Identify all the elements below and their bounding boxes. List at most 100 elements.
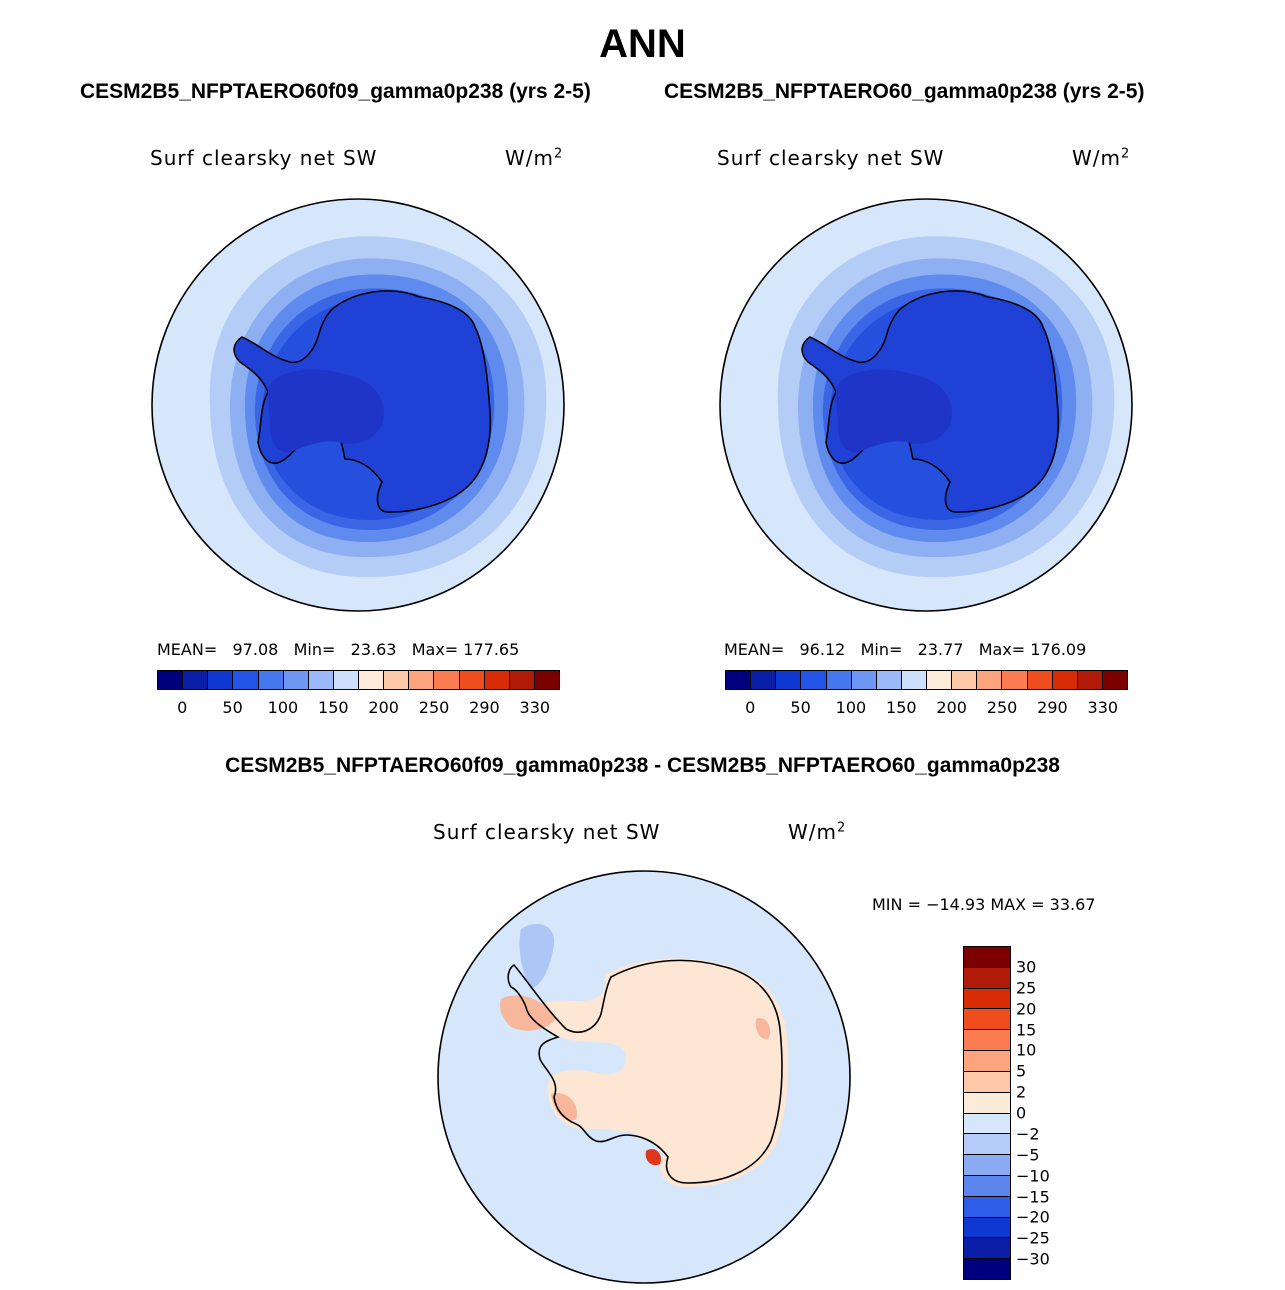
weddell-sea	[267, 369, 384, 453]
right-stats: MEAN= 96.12 Min= 23.77 Max= 176.09	[724, 640, 1087, 659]
colorbar-tick-label: 330	[519, 698, 551, 717]
colorbar-tick-label: 250	[418, 698, 450, 717]
diff-colorbar-segment	[964, 1071, 1010, 1093]
diff-colorbar-segment	[964, 1113, 1010, 1135]
colorbar-tick-label: 100	[267, 698, 299, 717]
diff-colorbar-label: 10	[1016, 1040, 1037, 1060]
land-anomaly	[539, 958, 789, 1187]
colorbar-tick-label: 0	[177, 698, 188, 717]
colorbar-segment	[258, 671, 284, 689]
diff-colorbar-labels: 30 25 20 15 10 5 2 0 −2 −5 −10 −15 −20 −25 −30	[1016, 946, 1076, 1280]
colorbar-tick-label: 150	[886, 698, 917, 717]
diff-colorbar-label: −2	[1016, 1124, 1040, 1144]
diff-variable-label: Surf clearsky net SW	[433, 820, 661, 844]
colorbar-segment	[952, 671, 978, 689]
colorbar-segment	[851, 671, 877, 689]
colorbar-segment	[1102, 671, 1127, 689]
colorbar-segment	[333, 671, 359, 689]
antarctica-coastline	[507, 959, 783, 1184]
colorbar-segment	[726, 671, 752, 689]
diff-colorbar-label: −5	[1016, 1145, 1040, 1165]
left-colorbar	[157, 670, 560, 690]
colorbar-segment	[434, 671, 460, 689]
hot-anomaly	[645, 1148, 661, 1166]
diff-colorbar-segment	[964, 1259, 1010, 1279]
right-polar-map	[719, 198, 1133, 612]
diff-colorbar-label: 15	[1016, 1020, 1037, 1039]
colorbar-segment	[183, 671, 209, 689]
diff-colorbar-segment	[964, 1217, 1010, 1239]
weddell-sea	[835, 369, 952, 453]
colorbar-segment	[459, 671, 485, 689]
colorbar-segment	[977, 671, 1003, 689]
diff-colorbar-segment	[964, 1175, 1010, 1197]
colorbar-segment	[801, 671, 827, 689]
colorbar-segment	[283, 671, 309, 689]
diff-colorbar-segment	[964, 1030, 1010, 1052]
colorbar-tick-label: 290	[1037, 698, 1068, 717]
colorbar-tick-label: 50	[790, 698, 811, 717]
diff-colorbar-label: −15	[1016, 1187, 1050, 1206]
diff-colorbar	[963, 946, 1011, 1280]
warm-anomaly-3	[551, 1093, 577, 1121]
colorbar-segment	[233, 671, 259, 689]
colorbar-segment	[1077, 671, 1103, 689]
colorbar-segment	[1052, 671, 1078, 689]
diff-minmax: MIN = −14.93 MAX = 33.67	[872, 895, 1096, 914]
colorbar-segment	[826, 671, 852, 689]
warm-anomaly-2	[755, 1018, 771, 1040]
colorbar-tick-label: 200	[368, 698, 399, 717]
diff-colorbar-segment	[964, 988, 1010, 1010]
colorbar-segment	[751, 671, 777, 689]
diff-colorbar-label: −30	[1016, 1249, 1050, 1269]
diff-colorbar-segment	[964, 1009, 1010, 1031]
colorbar-tick-label: 200	[936, 698, 967, 717]
right-colorbar	[725, 670, 1128, 690]
colorbar-tick-label: 0	[745, 698, 756, 717]
colorbar-tick-label: 150	[318, 698, 349, 717]
diff-colorbar-segment	[964, 1051, 1010, 1072]
colorbar-tick-label: 50	[222, 698, 243, 717]
right-units-label: W/m2	[1072, 146, 1131, 170]
left-units-label: W/m2	[505, 146, 564, 170]
diff-colorbar-segment	[964, 1155, 1010, 1176]
colorbar-segment	[308, 671, 334, 689]
diff-colorbar-label: 30	[1016, 957, 1037, 977]
page-title: ANN	[599, 22, 686, 66]
diff-colorbar-label: −25	[1016, 1228, 1050, 1248]
right-colorbar-ticks: 0 50 100 150 200 250 290 330	[725, 698, 1128, 718]
colorbar-segment	[776, 671, 802, 689]
diff-colorbar-label: −10	[1016, 1166, 1050, 1186]
colorbar-tick-label: 250	[986, 698, 1018, 717]
colorbar-segment	[927, 671, 953, 689]
left-colorbar-ticks: 0 50 100 150 200 250 290 330	[157, 698, 560, 718]
diff-colorbar-label: −20	[1016, 1207, 1050, 1227]
diff-colorbar-segment	[964, 947, 1010, 968]
diff-polar-map	[437, 870, 851, 1284]
colorbar-tick-label: 100	[835, 698, 867, 717]
colorbar-segment	[876, 671, 902, 689]
diff-colorbar-segment	[964, 1134, 1010, 1156]
colorbar-segment	[208, 671, 234, 689]
colorbar-segment	[1002, 671, 1028, 689]
colorbar-segment	[484, 671, 510, 689]
diff-colorbar-label: 5	[1016, 1061, 1027, 1081]
diff-colorbar-segment	[964, 967, 1010, 989]
colorbar-tick-label: 290	[469, 698, 500, 717]
colorbar-segment	[409, 671, 435, 689]
colorbar-segment	[384, 671, 410, 689]
colorbar-segment	[509, 671, 535, 689]
right-variable-label: Surf clearsky net SW	[717, 146, 945, 170]
colorbar-segment	[1027, 671, 1053, 689]
diff-colorbar-label: 20	[1016, 999, 1037, 1019]
colorbar-tick-label: 330	[1087, 698, 1119, 717]
left-stats: MEAN= 97.08 Min= 23.63 Max= 177.65	[157, 640, 520, 659]
diff-units-label: W/m2	[788, 820, 847, 844]
left-variable-label: Surf clearsky net SW	[150, 146, 378, 170]
diff-colorbar-label: 0	[1016, 1103, 1027, 1123]
diff-colorbar-label: 2	[1016, 1082, 1027, 1102]
colorbar-segment	[534, 671, 559, 689]
diff-colorbar-segment	[964, 1092, 1010, 1114]
colorbar-segment	[158, 671, 184, 689]
right-case-title: CESM2B5_NFPTAERO60_gamma0p238 (yrs 2-5)	[664, 80, 1145, 103]
